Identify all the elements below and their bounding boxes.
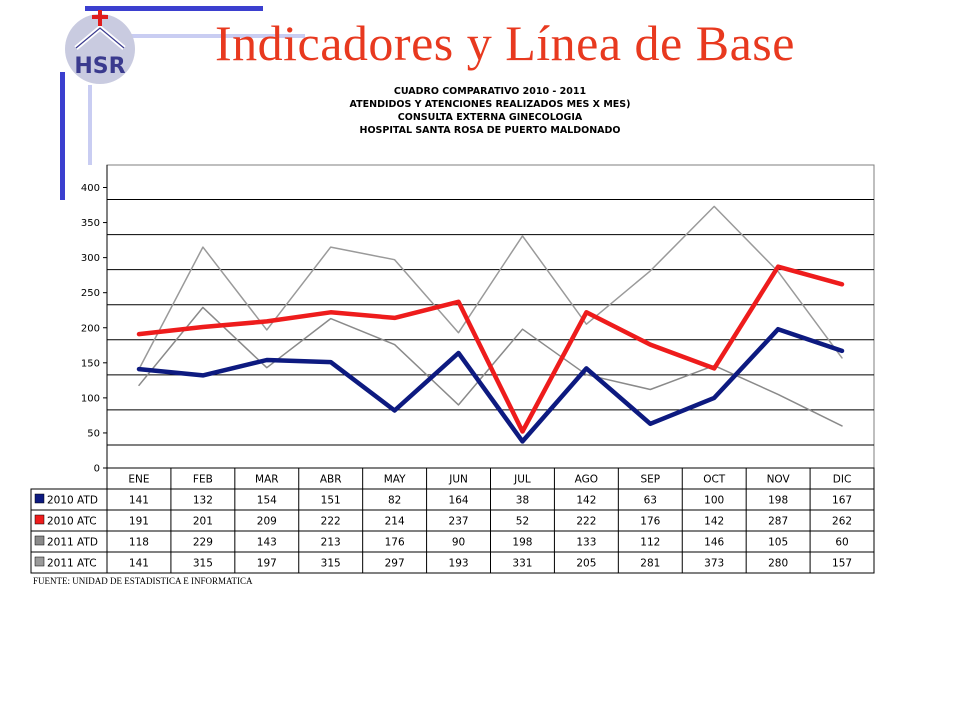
x-tick-label: SEP [640, 474, 660, 486]
data-label: 63 [644, 495, 657, 507]
y-tick-label: 300 [81, 253, 100, 264]
legend-swatch [34, 493, 45, 504]
y-tick-label: 0 [94, 464, 100, 475]
logo-text: HSR [74, 54, 125, 79]
grid-lines [107, 199, 874, 446]
data-label: 133 [576, 537, 596, 549]
legend-swatch [34, 535, 45, 546]
plot-area [106, 164, 875, 469]
data-label: 38 [516, 495, 529, 507]
plot-frame [106, 164, 875, 469]
data-label: 157 [832, 558, 852, 570]
data-label: 222 [321, 516, 341, 528]
x-tick-label: NOV [767, 474, 791, 486]
data-label: 209 [257, 516, 277, 528]
x-tick-label: OCT [703, 474, 726, 486]
data-label: 132 [193, 495, 213, 507]
y-tick-label: 250 [81, 288, 100, 299]
x-tick-label: ENE [128, 474, 149, 486]
data-label: 222 [576, 516, 596, 528]
data-label: 146 [704, 537, 724, 549]
x-tick-label: JUN [448, 474, 468, 486]
chart-title: CUADRO COMPARATIVO 2010 - 2011 [393, 86, 587, 97]
legend-label: 2010 ATD [47, 495, 98, 507]
data-label: 142 [704, 516, 724, 528]
data-label: 214 [385, 516, 405, 528]
series-lines [136, 205, 845, 444]
data-label: 105 [768, 537, 788, 549]
data-label: 197 [257, 558, 277, 570]
data-label: 52 [516, 516, 529, 528]
data-table: ENE FEB MAR ABR MAY JUN JUL AGO SEP OCT NOV DIC2010… [30, 467, 875, 574]
data-label: 237 [449, 516, 469, 528]
y-tick-label: 100 [81, 393, 100, 404]
data-label: 143 [257, 537, 277, 549]
data-label: 176 [385, 537, 405, 549]
data-label: 331 [512, 558, 532, 570]
data-label: 193 [449, 558, 469, 570]
data-label: 141 [129, 495, 149, 507]
data-label: 164 [449, 495, 469, 507]
data-label: 229 [193, 537, 213, 549]
data-label: 198 [512, 537, 532, 549]
data-label: 154 [257, 495, 277, 507]
x-tick-label: ABR [320, 474, 342, 486]
x-tick-label: MAY [384, 474, 406, 486]
x-tick-label: JUL [513, 474, 531, 486]
y-axis: 0 50 100 150 200 250 300 350 400 [81, 165, 108, 475]
data-label: 176 [640, 516, 660, 528]
decor-line-top [85, 6, 263, 11]
chart-subtitle-3: HOSPITAL SANTA ROSA DE PUERTO MALDONADO [359, 125, 621, 136]
x-tick-label: DIC [833, 474, 852, 486]
legend-label: 2011 ATC [47, 558, 97, 570]
data-label: 213 [321, 537, 341, 549]
data-label: 151 [321, 495, 341, 507]
data-label: 90 [452, 537, 465, 549]
chart-subtitle-1: ATENDIDOS Y ATENCIONES REALIZADOS MES X … [349, 99, 631, 110]
data-label: 205 [576, 558, 596, 570]
data-label: 118 [129, 537, 149, 549]
decor-line-left-light [88, 85, 92, 165]
series-line-2010-atd [136, 326, 845, 444]
data-label: 262 [832, 516, 852, 528]
x-tick-label: AGO [575, 474, 598, 486]
data-label: 373 [704, 558, 724, 570]
data-label: 315 [193, 558, 213, 570]
data-label: 112 [640, 537, 660, 549]
legend-label: 2010 ATC [47, 516, 97, 528]
source-note: FUENTE: UNIDAD DE ESTADISTICA E INFORMAT… [33, 576, 253, 586]
y-tick-label: 50 [87, 428, 100, 439]
decor-line-left [60, 72, 65, 200]
decor-line-top-light [115, 34, 305, 38]
data-label: 142 [576, 495, 596, 507]
legend-swatch [34, 514, 45, 525]
y-tick-label: 150 [81, 358, 100, 369]
y-tick-label: 400 [81, 183, 100, 194]
data-label: 100 [704, 495, 724, 507]
data-label: 141 [129, 558, 149, 570]
series-line-2010-atc [136, 264, 845, 434]
data-label: 315 [321, 558, 341, 570]
data-label: 60 [835, 537, 848, 549]
data-label: 201 [193, 516, 213, 528]
slide-title: Indicadores y Línea de Base [215, 15, 795, 71]
y-tick-label: 350 [81, 218, 100, 229]
data-label: 167 [832, 495, 852, 507]
x-tick-label: MAR [255, 474, 279, 486]
data-label: 297 [385, 558, 405, 570]
data-label: 191 [129, 516, 149, 528]
chart-subtitle-2: CONSULTA EXTERNA GINECOLOGIA [397, 112, 583, 123]
hospital-logo: HSR [62, 8, 140, 86]
x-tick-label: FEB [193, 474, 213, 486]
legend-swatch [34, 556, 45, 567]
data-label: 82 [388, 495, 401, 507]
data-label: 281 [640, 558, 660, 570]
data-label: 198 [768, 495, 788, 507]
legend-label: 2011 ATD [47, 537, 98, 549]
series-line-2011-atc [138, 205, 843, 370]
data-label: 280 [768, 558, 788, 570]
y-tick-label: 200 [81, 323, 100, 334]
data-label: 287 [768, 516, 788, 528]
